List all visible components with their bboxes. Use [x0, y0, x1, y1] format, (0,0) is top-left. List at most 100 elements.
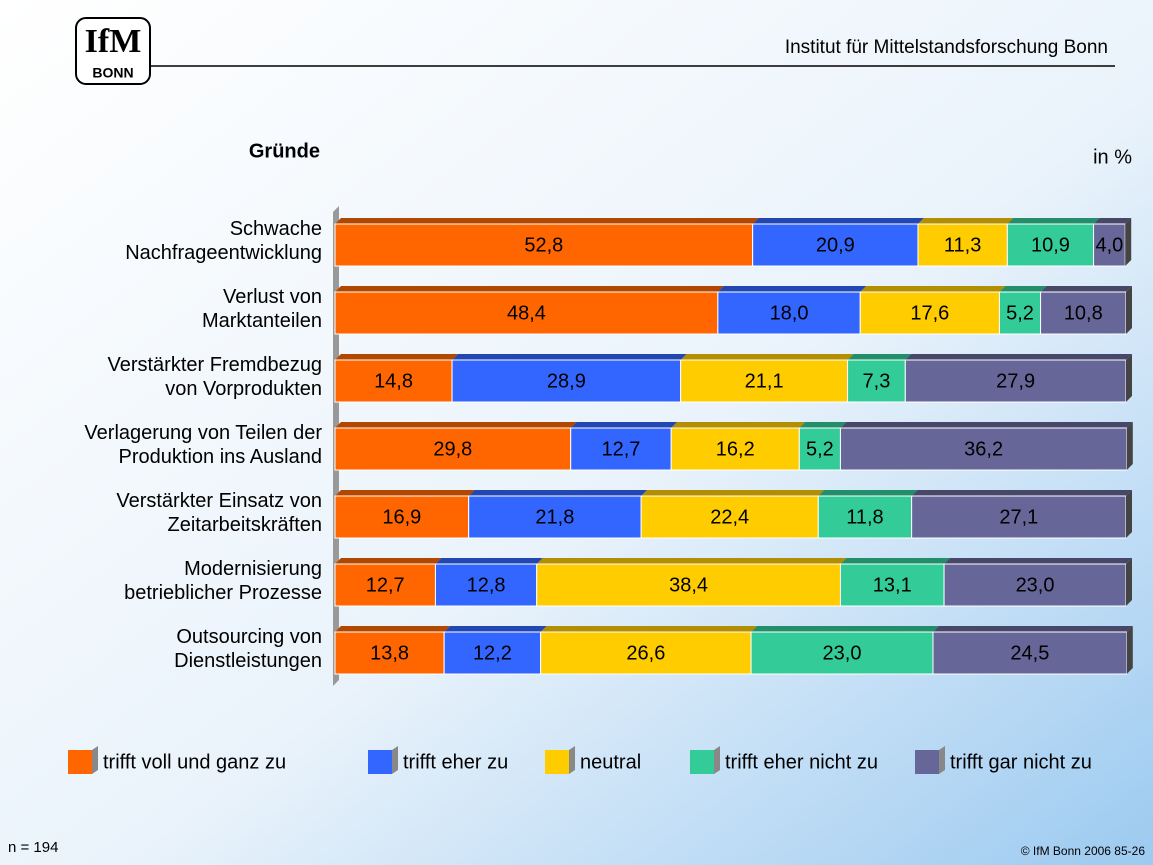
value-label: 24,5: [1010, 642, 1049, 664]
legend-label: trifft voll und ganz zu: [103, 751, 286, 773]
bar: [943, 563, 1127, 607]
bar-top: [641, 490, 825, 496]
legend-label: trifft eher nicht zu: [725, 751, 878, 773]
value-label: 13,1: [873, 574, 912, 596]
bar-top: [540, 626, 758, 632]
value-label: 4,0: [1095, 234, 1123, 256]
legend-swatch: [690, 750, 714, 774]
bar: [1006, 223, 1095, 267]
value-label: 12,7: [601, 438, 640, 460]
legend-label: neutral: [580, 751, 641, 773]
bar-top-shade: [570, 422, 678, 428]
bar: [717, 291, 861, 335]
legend-swatch: [68, 750, 92, 774]
bar-top-shade: [999, 286, 1047, 292]
bar: [817, 495, 913, 539]
bar: [932, 631, 1128, 675]
bar: [750, 631, 934, 675]
bar-top-shade: [452, 354, 687, 360]
bar-top: [1093, 218, 1132, 224]
bar-side: [1126, 354, 1132, 402]
bar-top-shade: [818, 490, 918, 496]
bar: [334, 359, 453, 403]
bar-top: [752, 218, 924, 224]
value-label: 23,0: [1016, 574, 1055, 596]
category-label: Modernisierung betrieblicher Prozesse: [124, 558, 322, 604]
bar-top: [799, 422, 847, 428]
bar-top-shade: [911, 490, 1132, 496]
category-label: Verlagerung von Teilen der Produktion ins…: [84, 422, 322, 468]
bar-top: [570, 422, 678, 428]
value-label: 11,3: [944, 234, 981, 256]
category-label: Schwache Nachfrageentwicklung: [125, 218, 322, 264]
value-label: 20,9: [816, 234, 855, 256]
bar-top: [335, 354, 459, 360]
bar-top: [717, 286, 867, 292]
bar-top-shade: [847, 354, 912, 360]
value-label: 21,8: [535, 506, 574, 528]
bar: [334, 427, 572, 471]
bar-top-shade: [444, 626, 547, 632]
legend-swatch-side: [714, 746, 720, 774]
bar-top-shade: [680, 354, 854, 360]
bar-top: [671, 422, 806, 428]
legend-swatch: [368, 750, 392, 774]
value-label: 10,9: [1031, 234, 1070, 256]
bar-top-shade: [435, 558, 543, 564]
legend-swatch: [915, 750, 939, 774]
logo-box: [75, 17, 151, 85]
bar-top: [999, 286, 1047, 292]
bar-top-shade: [905, 354, 1132, 360]
bar-top: [680, 354, 854, 360]
bar: [839, 563, 945, 607]
bar-top: [860, 286, 1006, 292]
bar-top-shade: [752, 218, 924, 224]
bar-top: [932, 626, 1133, 632]
bar: [451, 359, 682, 403]
value-label: 7,3: [863, 370, 891, 392]
bar-top-shade: [751, 626, 939, 632]
bar-side: [1126, 422, 1133, 470]
value-label: 26,6: [626, 642, 665, 664]
bar: [798, 427, 841, 471]
bar-top-shade: [335, 626, 451, 632]
value-label: 23,0: [823, 642, 862, 664]
value-label: 38,4: [669, 574, 708, 596]
category-label: Outsourcing von Dienstleistungen: [174, 626, 322, 672]
bar-top: [847, 354, 912, 360]
value-label: 29,8: [433, 438, 472, 460]
value-label: 17,6: [910, 302, 949, 324]
copyright: © IfM Bonn 2006 85-26: [1021, 844, 1146, 858]
category-label: Verstärkter Fremdbezug von Vorprodukten: [107, 354, 322, 400]
bar-top-shade: [540, 626, 758, 632]
bar-top-shade: [335, 490, 475, 496]
bar-top-shade: [335, 286, 724, 292]
category-label: Verlust von Marktanteilen: [202, 286, 322, 332]
bar-top-shade: [1093, 218, 1132, 224]
bar-top: [1040, 286, 1132, 292]
legend-label: trifft gar nicht zu: [950, 751, 1092, 773]
bar-top: [444, 626, 547, 632]
unit-label: in %: [1093, 146, 1132, 168]
value-label: 52,8: [524, 234, 563, 256]
value-label: 16,2: [716, 438, 755, 460]
value-label: 12,7: [366, 574, 405, 596]
bar-side: [1126, 490, 1132, 538]
value-label: 21,1: [745, 370, 784, 392]
bar-top: [944, 558, 1132, 564]
bar-top: [840, 558, 951, 564]
bar: [334, 631, 445, 675]
bar-top-shade: [840, 558, 951, 564]
bar: [540, 631, 752, 675]
value-label: 10,8: [1064, 302, 1103, 324]
value-label: 22,4: [710, 506, 749, 528]
bar: [334, 495, 470, 539]
value-label: 16,9: [382, 506, 421, 528]
bar-top-shade: [335, 422, 577, 428]
legend-swatch: [545, 750, 569, 774]
bar-top-shade: [536, 558, 847, 564]
bar: [904, 359, 1127, 403]
bar-top: [335, 218, 759, 224]
bar-top-shade: [335, 354, 459, 360]
sample-size: n = 194: [8, 839, 58, 856]
